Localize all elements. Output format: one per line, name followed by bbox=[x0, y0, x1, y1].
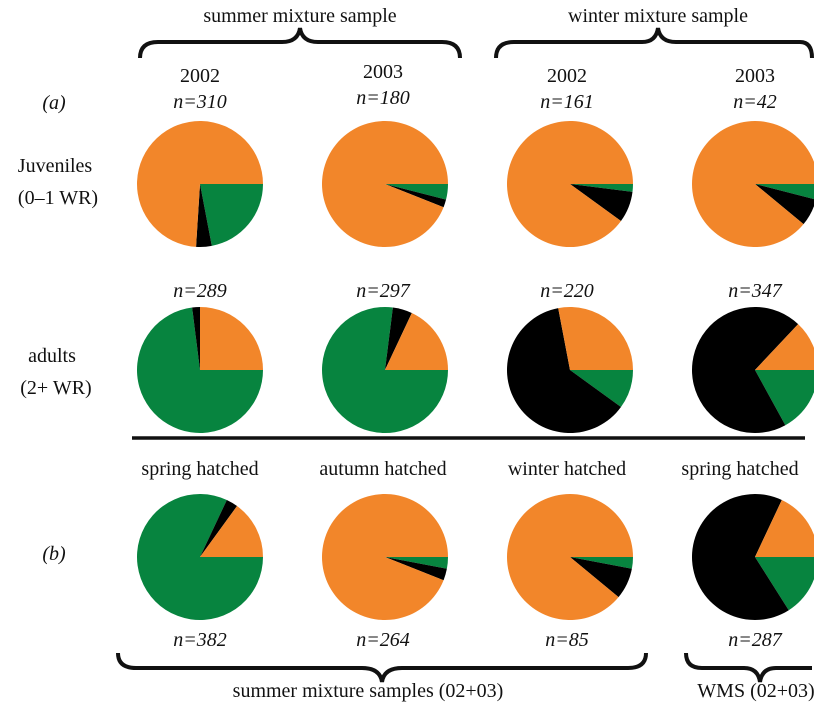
sample-size-label: n=264 bbox=[356, 629, 410, 651]
pie-slice-green bbox=[200, 184, 263, 246]
pie-slice-black bbox=[755, 184, 814, 225]
year-header: 2003 bbox=[363, 61, 403, 83]
sample-size-label: n=42 bbox=[733, 91, 777, 113]
winter-bracket-label: winter mixture sample bbox=[568, 5, 748, 27]
row-label-adults-sub: (2+ WR) bbox=[20, 377, 91, 399]
winter-footer-bracket bbox=[684, 652, 812, 683]
sample-size-label: n=310 bbox=[173, 91, 227, 113]
pie-slice-green bbox=[385, 184, 448, 200]
pie-slice-black bbox=[385, 184, 447, 208]
hatch-label: spring hatched bbox=[141, 458, 258, 480]
sample-size-label: n=180 bbox=[356, 87, 410, 109]
pie-slice-green bbox=[755, 557, 814, 611]
sample-size-label: n=85 bbox=[545, 629, 589, 651]
sample-size-label: n=382 bbox=[173, 629, 227, 651]
hatch-label: autumn hatched bbox=[319, 458, 446, 480]
sample-size-label: n=220 bbox=[540, 280, 594, 302]
pie-slice-green bbox=[137, 494, 263, 621]
pie-slice-green bbox=[570, 557, 633, 569]
sample-size-label: n=347 bbox=[728, 280, 782, 302]
sample-size-label: n=297 bbox=[356, 280, 410, 302]
pie-slice-orange bbox=[385, 312, 449, 370]
hatch-label: winter hatched bbox=[508, 458, 626, 480]
pie-slice-black bbox=[200, 499, 238, 557]
hatch-label: spring hatched bbox=[681, 458, 798, 480]
pie-slice-green bbox=[755, 184, 814, 200]
summer-bracket-label: summer mixture sample bbox=[203, 5, 396, 27]
row-label-juveniles-sub: (0–1 WR) bbox=[18, 187, 98, 209]
pie-slice-black bbox=[692, 494, 789, 620]
row-label-juveniles: Juveniles bbox=[18, 155, 93, 177]
summer-footer-label: summer mixture samples (02+03) bbox=[233, 680, 504, 702]
pie-slice-green bbox=[755, 370, 814, 426]
sample-size-label: n=161 bbox=[540, 91, 594, 113]
pie-slice-green bbox=[385, 557, 448, 569]
year-header: 2003 bbox=[735, 65, 775, 87]
pie-slice-orange bbox=[692, 121, 814, 247]
pie-slice-green bbox=[570, 184, 633, 192]
section-label-b: (b) bbox=[42, 543, 66, 565]
pie-slice-black bbox=[570, 184, 633, 222]
winter-bracket bbox=[494, 27, 814, 59]
pie-slice-orange bbox=[558, 307, 633, 370]
pie-slice-black bbox=[570, 557, 632, 598]
pie-slice-orange bbox=[200, 506, 263, 557]
year-header: 2002 bbox=[180, 65, 220, 87]
pie-slice-black bbox=[385, 307, 412, 370]
summer-footer-bracket bbox=[116, 652, 648, 683]
winter-footer-label: WMS (02+03) bbox=[697, 680, 814, 702]
pie-slice-orange bbox=[137, 121, 263, 247]
pie-slice-black bbox=[192, 307, 200, 370]
pie-slice-orange bbox=[322, 121, 449, 248]
pie-slice-black bbox=[507, 308, 621, 433]
pie-group bbox=[137, 121, 814, 621]
summer-bracket bbox=[138, 27, 462, 59]
pie-slice-black bbox=[385, 557, 447, 581]
pie-slice-orange bbox=[755, 499, 814, 557]
pie-slice-orange bbox=[200, 307, 263, 370]
row-label-adults: adults bbox=[28, 345, 76, 367]
pie-slice-black bbox=[196, 184, 212, 248]
year-header: 2002 bbox=[547, 65, 587, 87]
pie-slice-green bbox=[570, 370, 633, 408]
section-label-a: (a) bbox=[42, 92, 66, 114]
pie-slice-orange bbox=[755, 324, 814, 370]
pie-slice-green bbox=[137, 307, 263, 434]
sample-size-label: n=287 bbox=[728, 629, 782, 651]
pie-slice-orange bbox=[507, 494, 633, 620]
pie-slice-black bbox=[692, 307, 799, 434]
sample-size-label: n=289 bbox=[173, 280, 227, 302]
pie-slice-orange bbox=[507, 121, 633, 248]
pie-slice-orange bbox=[322, 494, 449, 621]
